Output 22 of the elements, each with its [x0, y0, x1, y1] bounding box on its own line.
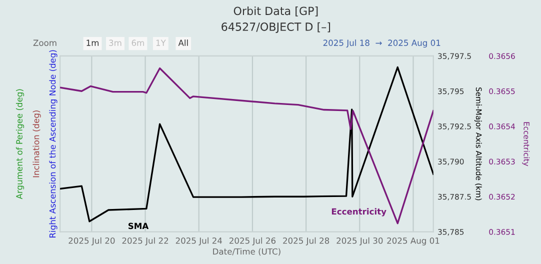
- chart-title: Orbit Data [GP]: [234, 6, 318, 16]
- x-tick-label: 2025 Jul 24: [176, 237, 222, 246]
- chart-subtitle: 64527/OBJECT D [–]: [222, 22, 330, 34]
- text: 1m: [86, 40, 99, 46]
- text: 2025 Jul 18 → 2025 Aug 01: [323, 40, 440, 48]
- x-tick-label: 2025 Jul 26: [229, 237, 276, 246]
- text: 6m: [132, 40, 144, 46]
- text: 3m: [109, 40, 122, 46]
- text: Inclination (deg): [32, 110, 41, 178]
- series-label: Eccentricity: [332, 208, 386, 216]
- text: Zoom: [33, 40, 56, 46]
- text: Argument of Perigee (deg): [16, 89, 24, 200]
- x-tick-label: 2025 Jul 20: [68, 237, 115, 246]
- y-axis-title: Right Ascension of the Ascending Node (deg): [49, 50, 58, 238]
- x-tick-label: 2025 Jul 28: [283, 237, 330, 246]
- x-tick-label: 2025 Jul 22: [122, 237, 168, 246]
- text: All: [178, 40, 188, 46]
- x-tick-label: 2025 Jul 30: [336, 237, 383, 246]
- text: 1Y: [156, 40, 166, 46]
- series-label: SMA: [128, 222, 149, 230]
- x-axis-title: Date/Time (UTC): [213, 248, 280, 256]
- x-tick-label: 2025 Aug 01: [387, 237, 440, 246]
